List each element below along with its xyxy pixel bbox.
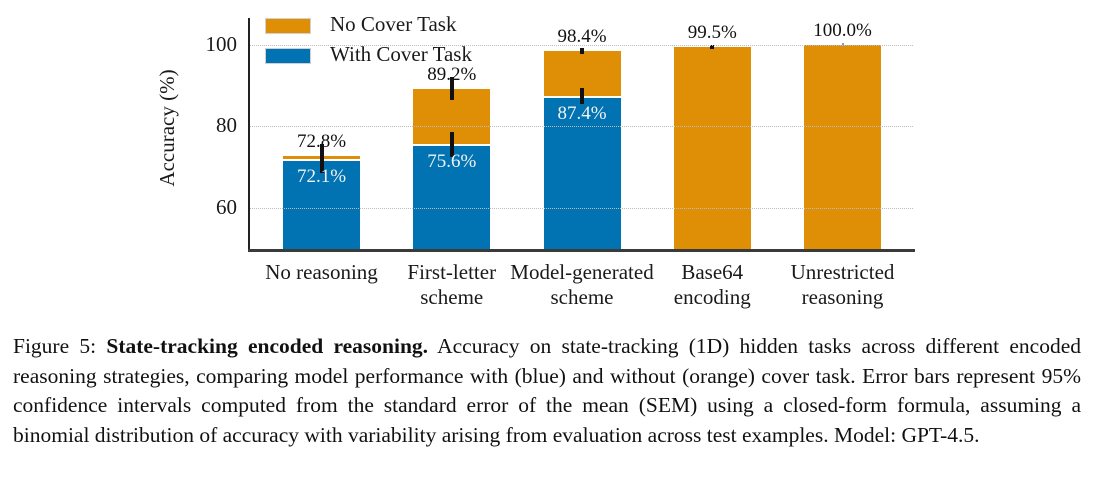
x-tick-label: No reasoning: [232, 260, 412, 285]
x-axis-line: [248, 249, 915, 252]
errorbar-with-cover: [319, 144, 324, 173]
x-tick-label-line: scheme: [420, 285, 484, 309]
errorbar-with-cover: [580, 87, 584, 105]
legend-label-with-cover-task: With Cover Task: [330, 42, 472, 66]
caption-title: State-tracking encoded reasoning.: [106, 334, 429, 358]
caption-body: Accuracy on state-tracking (1D) hidden t…: [13, 334, 1082, 447]
bar-chart: Accuracy (%) No Cover Task With Cover Ta…: [155, 10, 933, 310]
value-label-with-cover: 75.6%: [427, 151, 477, 173]
errorbar-no-cover: [580, 47, 584, 55]
y-axis-line: [248, 18, 250, 251]
value-label-no-cover: 99.5%: [687, 21, 737, 43]
x-tick-label-line: Base64: [681, 260, 744, 284]
bar-with-cover-task: [543, 96, 621, 249]
value-label-with-cover: 87.4%: [557, 103, 607, 125]
x-tick-label-line: scheme: [550, 285, 614, 309]
x-tick-label-line: Model-generated: [510, 260, 654, 284]
errorbar-no-cover: [449, 77, 454, 101]
bar-no-cover-task: [673, 46, 751, 249]
gridline-60: [250, 208, 913, 210]
bar-with-cover-task: [283, 158, 360, 249]
x-tick-label: Base64 encoding: [622, 260, 802, 310]
value-label-no-cover: 98.4%: [557, 26, 607, 48]
legend-swatch-no-cover-task: [265, 18, 311, 34]
errorbar-with-cover: [449, 132, 454, 157]
gridline-100: [250, 44, 913, 46]
y-axis-title: Accuracy (%): [155, 69, 179, 187]
y-tick-label-60: 60: [216, 195, 237, 220]
x-tick-label: Unrestricted reasoning: [753, 260, 933, 310]
x-tick-label-line: reasoning: [801, 285, 884, 309]
value-label-with-cover: 72.1%: [296, 165, 347, 187]
bar-no-cover-task: [804, 44, 881, 249]
plot-area: No Cover Task With Cover Task 72.8% 72.1%…: [250, 10, 913, 249]
x-tick-label-line: No reasoning: [265, 260, 378, 284]
figure-caption: Figure 5: State-tracking encoded reasoni…: [13, 332, 1081, 450]
gridline-80: [250, 126, 913, 128]
x-tick-label-line: encoding: [673, 285, 751, 309]
caption-figure-number: Figure 5:: [13, 334, 97, 358]
legend-swatch-with-cover-task: [265, 48, 311, 64]
errorbar-no-cover: [710, 44, 715, 49]
legend-label-no-cover-task: No Cover Task: [330, 12, 457, 36]
x-tick-label-line: Unrestricted: [790, 260, 895, 284]
x-tick-label: Model-generated scheme: [492, 260, 672, 310]
value-label-no-cover: 89.2%: [427, 63, 477, 85]
y-tick-label-100: 100: [205, 31, 238, 56]
x-tick-label: First-letter scheme: [362, 260, 542, 310]
value-label-no-cover: 72.8%: [296, 130, 347, 152]
y-tick-label-80: 80: [216, 113, 237, 138]
x-tick-label-line: First-letter: [407, 260, 497, 284]
value-label-no-cover: 100.0%: [813, 19, 872, 41]
